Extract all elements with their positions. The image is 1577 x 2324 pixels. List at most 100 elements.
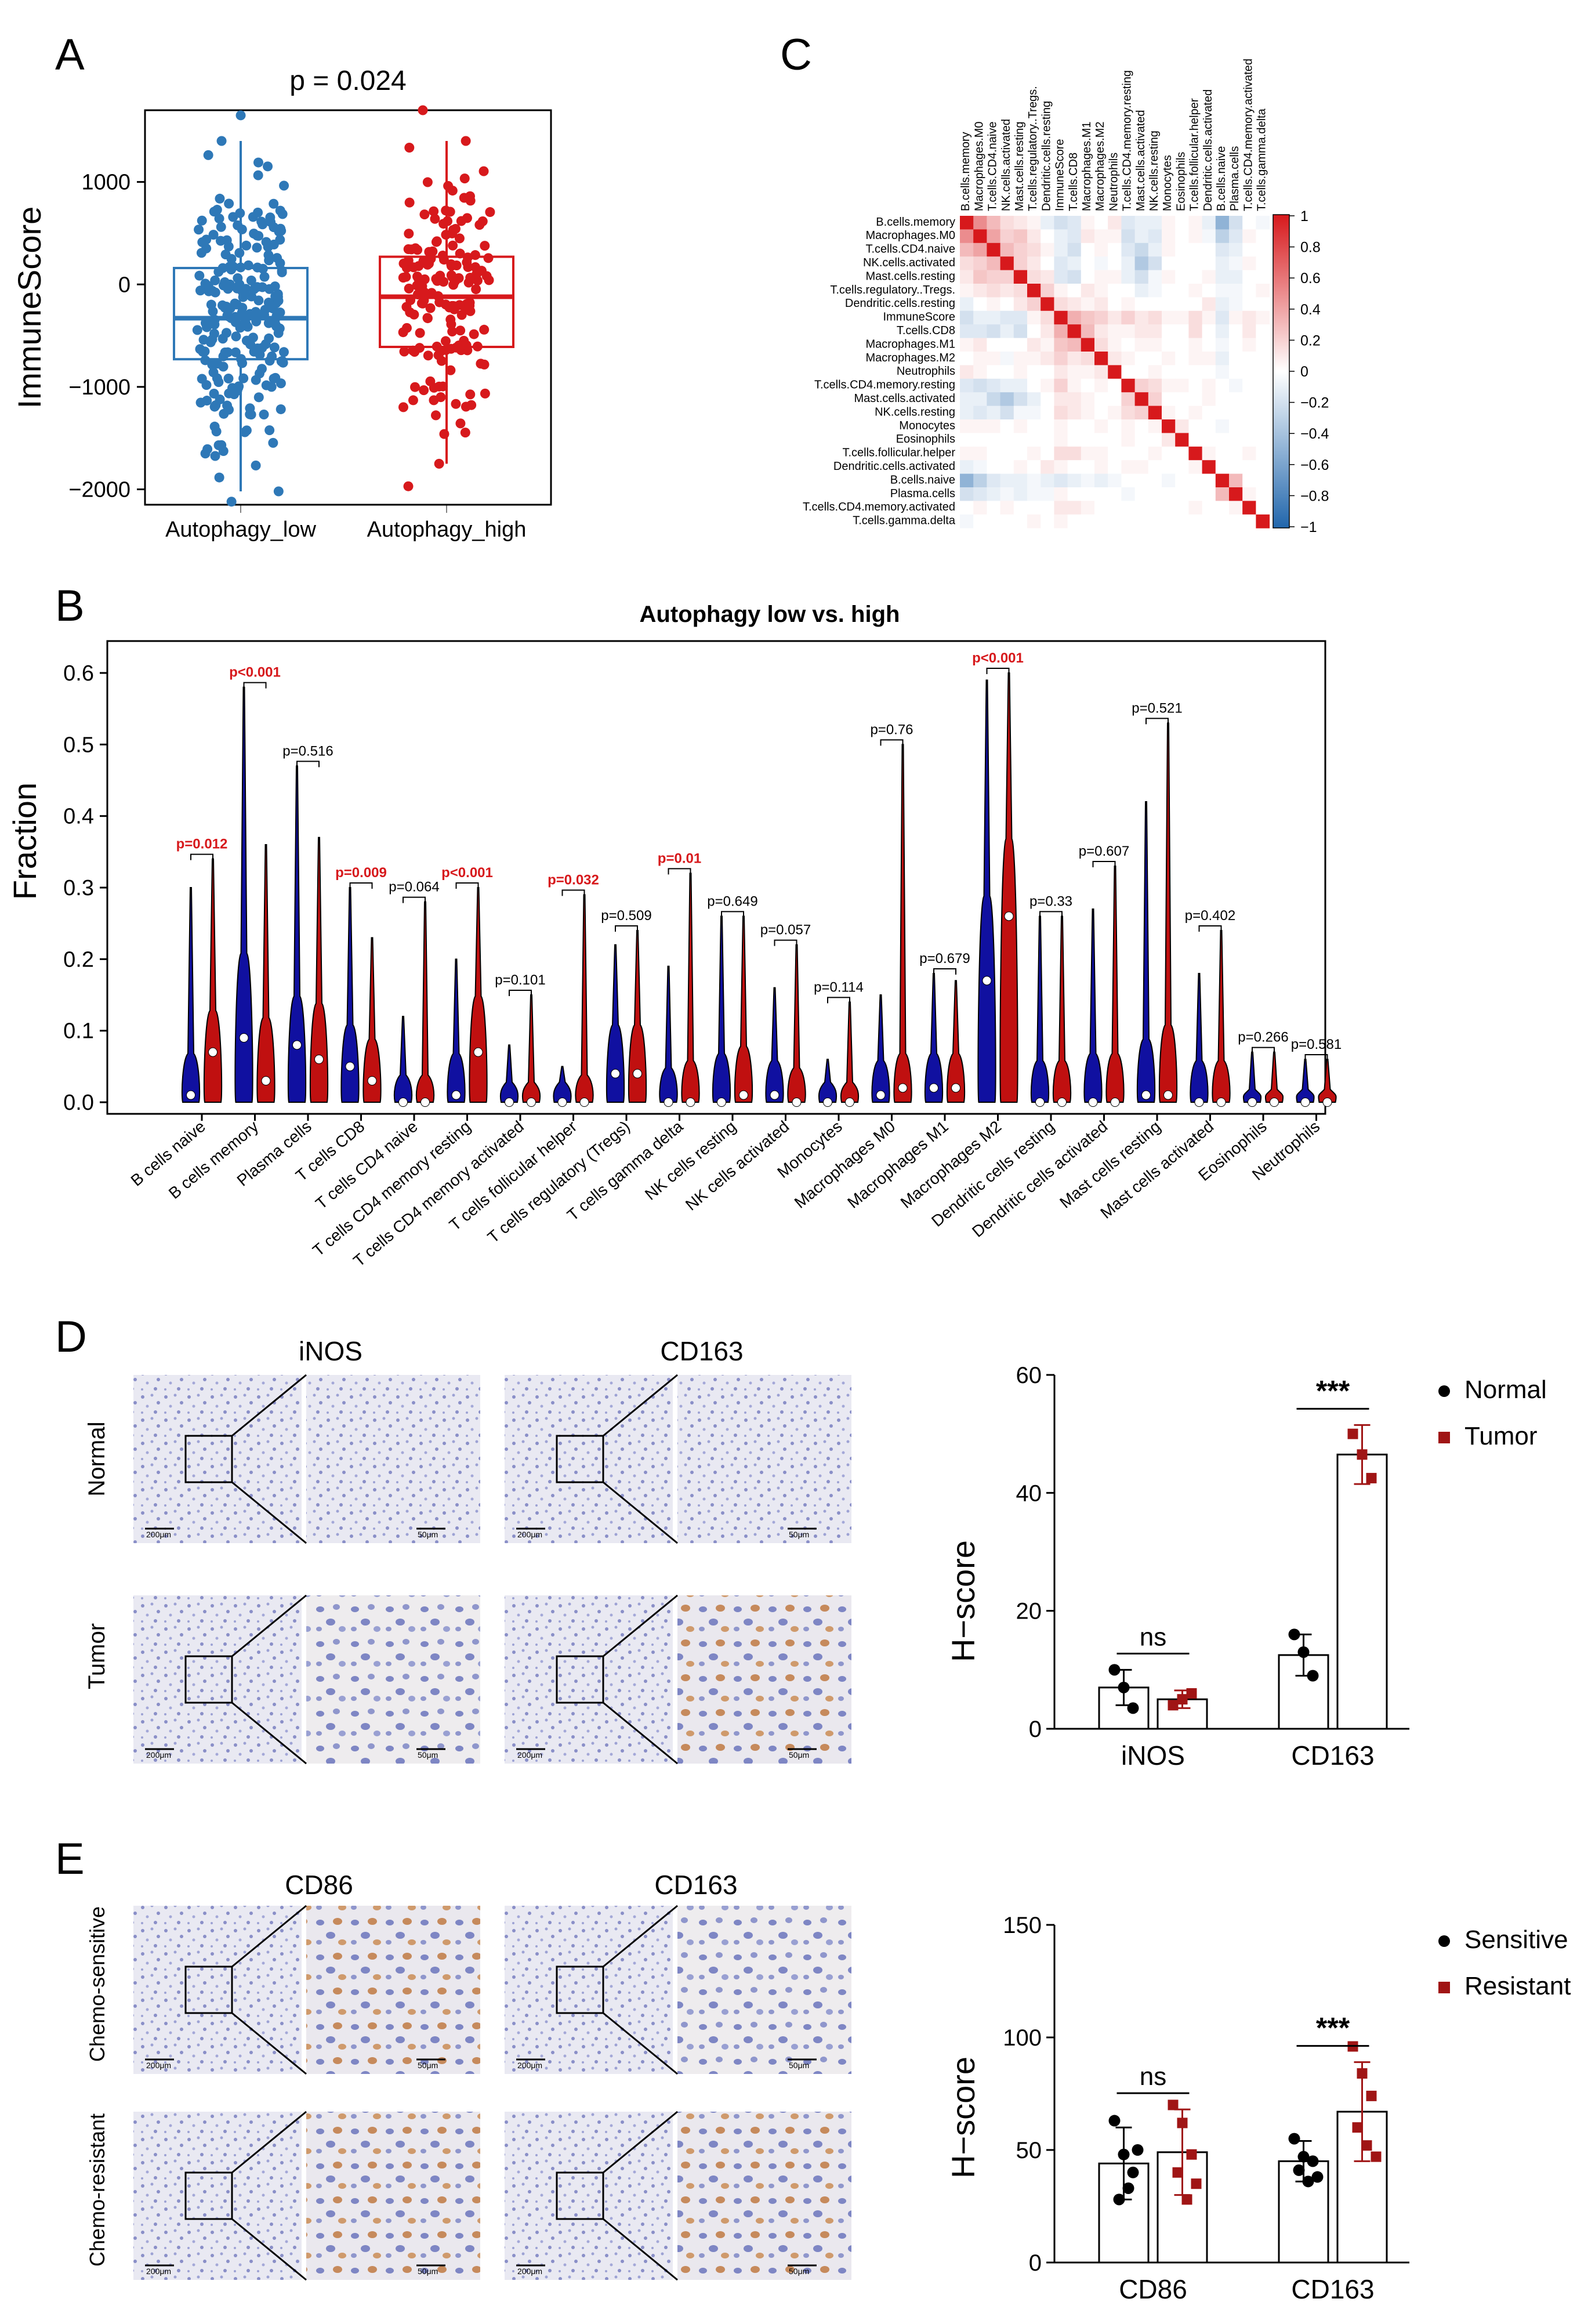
panel-a-data-point	[469, 329, 479, 339]
panel-c-heatmap-cell	[1108, 433, 1122, 447]
panel-b-bracket	[1252, 1047, 1275, 1054]
panel-c-heatmap-cell	[1013, 460, 1028, 475]
panel-c-heatmap-cell	[1067, 433, 1082, 447]
panel-c-heatmap-cell	[1148, 338, 1162, 352]
panel-c-heatmap-cell	[1054, 242, 1068, 257]
panel-c-heatmap-cell	[960, 460, 974, 475]
panel-c-heatmap-cell	[960, 392, 974, 407]
panel-a-data-point	[403, 255, 414, 266]
panel-a-data-point	[460, 428, 470, 438]
panel-c-heatmap-cell	[960, 378, 974, 393]
panel-c-heatmap-cell	[1242, 473, 1256, 488]
panel-c-column-label: T.cells.CD8	[1067, 153, 1080, 211]
panel-c-heatmap-cell	[1000, 460, 1014, 475]
panel-c-heatmap-cell	[1242, 242, 1256, 257]
panel-c-heatmap-cell	[1229, 406, 1243, 420]
panel-c-heatmap-cell	[973, 324, 987, 339]
panel-c-heatmap-cell	[1108, 365, 1122, 379]
panel-e-data-point-resistant	[1352, 2122, 1363, 2133]
panel-a-data-point	[275, 258, 285, 269]
panel-c-heatmap-cell	[1041, 473, 1054, 488]
panel-c-heatmap-cell	[1081, 392, 1095, 407]
panel-a-data-point	[210, 275, 220, 285]
panel-c-heatmap-cell	[987, 297, 1001, 312]
panel-c-heatmap-cell	[1188, 229, 1203, 244]
panel-c-heatmap-cell	[973, 419, 987, 433]
panel-c-heatmap-cell	[1175, 473, 1189, 488]
panel-c-heatmap-cell	[1054, 419, 1068, 433]
panel-a-data-point	[427, 246, 438, 256]
panel-c-heatmap-cell	[973, 216, 987, 230]
panel-c-heatmap-cell	[1134, 419, 1149, 433]
panel-a-data-point	[461, 340, 472, 350]
panel-a-y-tick-label: −2000	[68, 478, 130, 502]
panel-c-heatmap-cell	[1256, 297, 1270, 312]
panel-c-heatmap-cell	[1067, 473, 1082, 488]
panel-c-heatmap-cell	[1175, 419, 1189, 433]
panel-c-heatmap-cell	[1121, 352, 1136, 365]
panel-c-heatmap-cell	[1202, 514, 1216, 528]
panel-a-data-point	[423, 258, 434, 269]
panel-c-heatmap-cell	[1215, 378, 1230, 393]
panel-c-heatmap-cell	[1041, 256, 1054, 271]
panel-a-data-point	[463, 262, 473, 272]
panel-a-data-point	[277, 267, 287, 277]
panel-c-heatmap-cell	[1121, 242, 1136, 257]
panel-a-data-point	[252, 242, 262, 253]
panel-c-heatmap-cell	[1188, 433, 1203, 447]
panel-d-data-point-normal	[1118, 1681, 1130, 1693]
panel-e-data-point-sensitive	[1132, 2144, 1144, 2156]
panel-c-colorbar-label: −1	[1300, 519, 1317, 535]
panel-c-heatmap-cell	[1175, 365, 1189, 379]
panel-c-heatmap-cell	[1054, 297, 1068, 312]
panel-c-heatmap-cell	[1121, 392, 1136, 407]
panel-c-heatmap-cell	[973, 270, 987, 284]
panel-e-zoom-line	[231, 2111, 307, 2174]
panel-c-heatmap-cell	[1162, 365, 1176, 379]
panel-c-heatmap-cell	[1256, 487, 1270, 501]
panel-a-data-point	[213, 440, 224, 450]
panel-c-heatmap-cell	[1162, 378, 1176, 393]
panel-e-scale-label: 50μm	[418, 2267, 438, 2276]
panel-a-boxplot: p = 0.024 ImmuneScore 1000 0 −1000 −2000 Au…	[11, 66, 552, 542]
panel-e-zoom-line	[231, 2012, 307, 2075]
panel-c-heatmap-cell	[1054, 310, 1068, 325]
panel-c-heatmap-cell	[1013, 406, 1028, 420]
panel-c-heatmap-cell	[1027, 473, 1041, 488]
panel-c-heatmap-cell	[1215, 338, 1230, 352]
panel-c-heatmap-cell	[987, 216, 1001, 230]
panel-a-data-point	[275, 404, 286, 414]
panel-c-heatmap-cell	[1188, 487, 1203, 501]
panel-c-heatmap-cell	[1229, 378, 1243, 393]
panel-b-violin-low	[287, 765, 307, 1103]
panel-c-heatmap-cell	[1000, 338, 1014, 352]
panel-c-heatmap-cell	[1121, 446, 1136, 461]
panel-c-heatmap-cell	[987, 242, 1001, 257]
panel-b-violin-high	[1318, 1059, 1337, 1103]
panel-a-data-point	[478, 166, 489, 176]
panel-c-heatmap-cell	[1013, 216, 1028, 230]
panel-c-heatmap-cell	[1256, 338, 1270, 352]
panel-a-data-point	[266, 382, 277, 392]
panel-e-data-point-resistant	[1191, 2178, 1202, 2189]
panel-c-heatmap-cell	[987, 310, 1001, 325]
panel-e-zoom-box	[184, 1965, 233, 2014]
panel-a-data-point	[256, 364, 267, 374]
panel-c-heatmap-cell	[1108, 473, 1122, 488]
panel-c-heatmap-cell	[1013, 433, 1028, 447]
panel-a-data-point	[264, 284, 275, 294]
panel-c-heatmap-cell	[1027, 324, 1041, 339]
panel-c-heatmap-cell	[1108, 270, 1122, 284]
panel-c-heatmap-cell	[1000, 406, 1014, 420]
panel-c-heatmap-cell	[960, 310, 974, 325]
panel-c-heatmap-cell	[1094, 365, 1108, 379]
panel-c-heatmap-cell	[1054, 406, 1068, 420]
panel-c-heatmap-cell	[1202, 310, 1216, 325]
panel-c-heatmap-cell	[1000, 216, 1014, 230]
panel-e-data-point-sensitive	[1113, 2193, 1125, 2206]
panel-c-heatmap-cell	[1000, 433, 1014, 447]
panel-b-bracket	[403, 896, 426, 903]
panel-c-heatmap-cell	[1094, 284, 1108, 298]
panel-c-heatmap-cell	[1242, 365, 1256, 379]
panel-c-heatmap-cell	[1054, 460, 1068, 475]
